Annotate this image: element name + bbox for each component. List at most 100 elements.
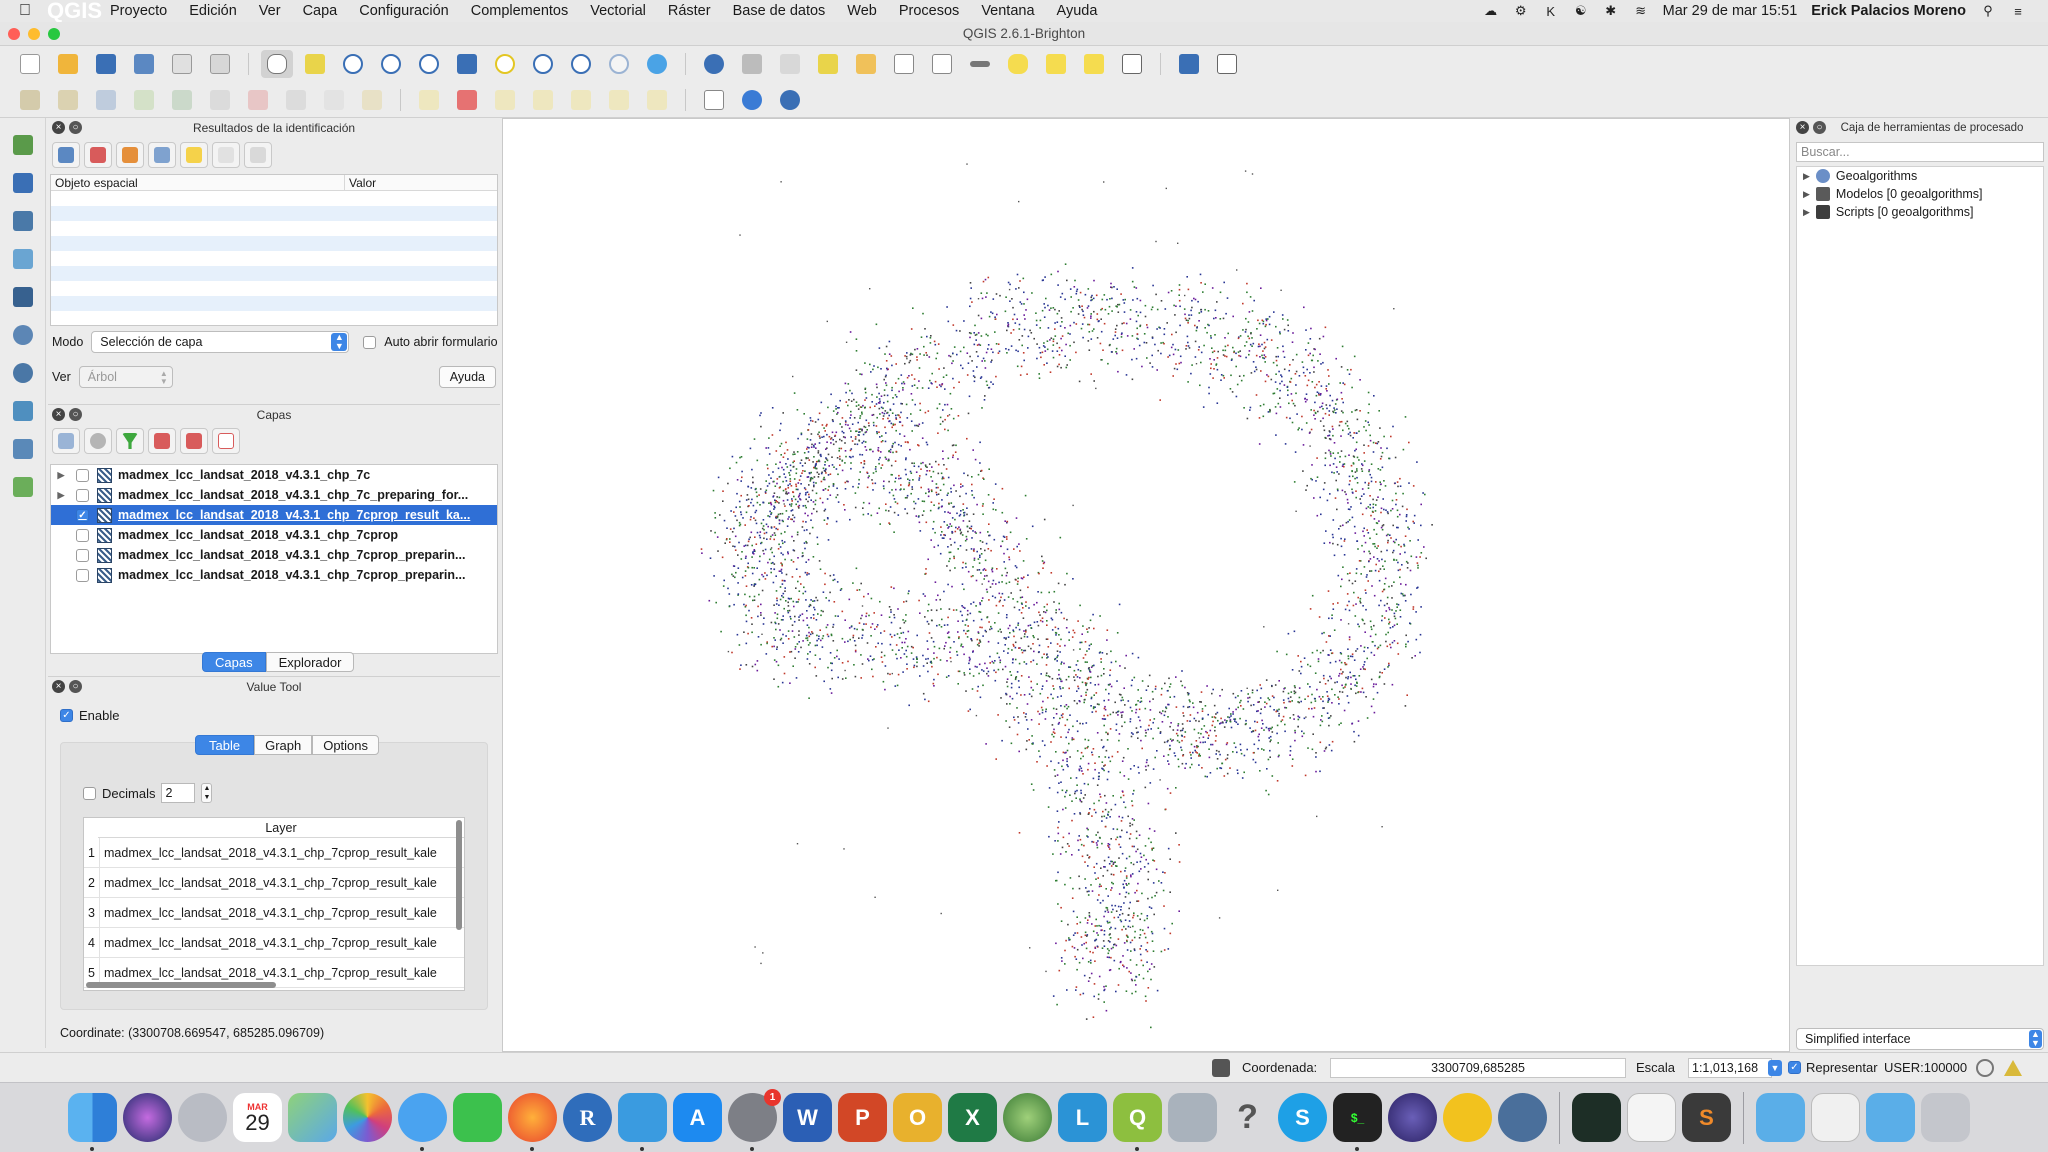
add-vector-layer-icon[interactable] [6, 130, 40, 159]
tree-item-models[interactable]: ▶ Modelos [0 geoalgorithms] [1797, 185, 2043, 203]
select-features-icon[interactable] [736, 50, 768, 78]
copy-feature-icon[interactable] [212, 142, 240, 168]
vertical-scrollbar[interactable] [456, 820, 462, 930]
expand-tree-icon[interactable] [52, 142, 80, 168]
docker-icon[interactable] [618, 1093, 667, 1151]
auto-open-form-checkbox[interactable] [363, 335, 377, 349]
table-row[interactable]: 1 madmex_lcc_landsat_2018_v4.3.1_chp_7cpr… [84, 838, 464, 868]
layer-item[interactable]: madmex_lcc_landsat_2018_v4.3.1_chp_7cpro… [51, 525, 497, 545]
map-canvas[interactable] [502, 118, 1790, 1052]
remove-layer-icon[interactable] [212, 428, 240, 454]
enable-checkbox[interactable]: ✓ [60, 709, 73, 722]
zoom-native-icon[interactable] [413, 50, 445, 78]
activity-monitor-icon[interactable] [1572, 1093, 1621, 1142]
cut-features-icon[interactable] [280, 86, 312, 114]
expand-arrow-icon[interactable]: ▶ [1803, 206, 1810, 217]
add-feature-icon[interactable] [128, 86, 160, 114]
tree-item-geoalgorithms[interactable]: ▶ Geoalgorithms [1797, 167, 2043, 185]
sublime-text-icon[interactable]: S [1682, 1093, 1731, 1142]
menu-proyecto[interactable]: Proyecto [110, 3, 168, 19]
layer-column-header[interactable]: Layer [98, 818, 464, 838]
close-icon[interactable]: × [52, 121, 65, 134]
menu-ver[interactable]: Ver [258, 3, 281, 19]
move-feature-icon[interactable] [166, 86, 198, 114]
terminal-icon[interactable]: $_ [1333, 1093, 1382, 1151]
select-by-expression-icon[interactable] [774, 50, 806, 78]
tab-browser[interactable]: Explorador [265, 652, 355, 672]
identify-results-table[interactable]: Objeto espacial Valor [50, 174, 498, 326]
node-tool-icon[interactable] [204, 86, 236, 114]
save-edits-icon[interactable] [90, 86, 122, 114]
add-delimited-text-icon[interactable] [6, 434, 40, 463]
menu-app-name[interactable]: QGIS [47, 0, 103, 23]
textedit-icon[interactable] [1627, 1093, 1676, 1142]
zoom-last-icon[interactable] [565, 50, 597, 78]
layer-item[interactable]: ▶ madmex_lcc_landsat_2018_v4.3.1_chp_7c [51, 465, 497, 485]
highlight-labels-icon[interactable] [489, 86, 521, 114]
filter-legend-icon[interactable] [116, 428, 144, 454]
pan-map-icon[interactable] [261, 50, 293, 78]
layer-item[interactable]: ▶ madmex_lcc_landsat_2018_v4.3.1_chp_7c_… [51, 485, 497, 505]
processing-mode-select[interactable]: Simplified interface ▲ ▼ [1796, 1028, 2044, 1050]
help-icon[interactable] [1173, 50, 1205, 78]
zoom-full-icon[interactable] [451, 50, 483, 78]
pan-to-selection-icon[interactable] [299, 50, 331, 78]
change-label-icon[interactable] [641, 86, 673, 114]
move-label-icon[interactable] [565, 86, 597, 114]
layer-tree[interactable]: ▶ madmex_lcc_landsat_2018_v4.3.1_chp_7c … [50, 464, 498, 654]
menu-web[interactable]: Web [847, 3, 877, 19]
float-icon[interactable]: ○ [69, 121, 82, 134]
menu-raster[interactable]: Ráster [667, 3, 711, 19]
word-icon[interactable]: W [783, 1093, 832, 1142]
spotlight-icon[interactable]: ⚲ [1983, 3, 1993, 18]
control-center-icon[interactable]: ≡ [2014, 3, 2022, 19]
layer-visibility-checkbox[interactable] [76, 548, 89, 562]
scale-dropdown-icon[interactable]: ▼ [1768, 1059, 1782, 1076]
finder-icon[interactable] [68, 1093, 117, 1151]
table-row[interactable]: 3 madmex_lcc_landsat_2018_v4.3.1_chp_7cpr… [84, 898, 464, 928]
new-project-icon[interactable] [14, 50, 46, 78]
l-app-icon[interactable]: L [1058, 1093, 1107, 1142]
qgis-globe-icon[interactable] [1003, 1093, 1052, 1142]
save-project-icon[interactable] [90, 50, 122, 78]
layer-visibility-checkbox[interactable] [76, 528, 89, 542]
expand-arrow-icon[interactable]: ▶ [1803, 170, 1810, 181]
layer-item[interactable]: madmex_lcc_landsat_2018_v4.3.1_chp_7cpro… [51, 545, 497, 565]
zoom-selection-icon[interactable] [489, 50, 521, 78]
powerpoint-icon[interactable]: P [838, 1093, 887, 1142]
skype-icon[interactable]: S [1278, 1093, 1327, 1142]
collapse-all-icon[interactable] [180, 428, 208, 454]
maps-icon[interactable] [288, 1093, 337, 1142]
docker-icon[interactable]: ⚙ [1514, 3, 1527, 18]
toggle-editing-icon[interactable] [52, 86, 84, 114]
menu-edicion[interactable]: Edición [189, 3, 237, 19]
help-app-icon[interactable]: ? [1237, 1098, 1258, 1136]
firefox-icon[interactable] [508, 1093, 557, 1151]
system-preferences-icon[interactable]: 1 [728, 1089, 781, 1151]
messages-icon[interactable] [398, 1093, 447, 1151]
expand-new-results-icon[interactable] [116, 142, 144, 168]
menu-complementos[interactable]: Complementos [470, 3, 569, 19]
collapse-tree-icon[interactable] [84, 142, 112, 168]
composer-manager-icon[interactable] [204, 50, 236, 78]
layer-visibility-checkbox[interactable] [76, 488, 89, 502]
cloud-icon[interactable]: ☁ [1484, 3, 1498, 18]
crs-globe-icon[interactable] [1976, 1058, 1994, 1077]
tab-options[interactable]: Options [312, 735, 380, 755]
zoom-out-icon[interactable] [375, 50, 407, 78]
menu-ventana[interactable]: Ventana [981, 3, 1035, 19]
column-value[interactable]: Valor [349, 176, 377, 190]
refresh-icon[interactable] [641, 50, 673, 78]
close-icon[interactable]: × [52, 408, 65, 421]
close-icon[interactable]: × [1796, 121, 1809, 134]
processing-search-input[interactable]: Buscar... [1796, 142, 2044, 162]
measure-icon[interactable] [964, 50, 996, 78]
add-wms-layer-icon[interactable] [6, 320, 40, 349]
expand-all-icon[interactable] [148, 428, 176, 454]
facetime-icon[interactable] [453, 1093, 502, 1142]
postgresql-icon[interactable] [1498, 1093, 1547, 1142]
add-postgis-layer-icon[interactable] [6, 206, 40, 235]
menu-vectorial[interactable]: Vectorial [590, 3, 646, 19]
identify-icon[interactable] [698, 50, 730, 78]
minimize-window-icon[interactable] [28, 28, 40, 40]
